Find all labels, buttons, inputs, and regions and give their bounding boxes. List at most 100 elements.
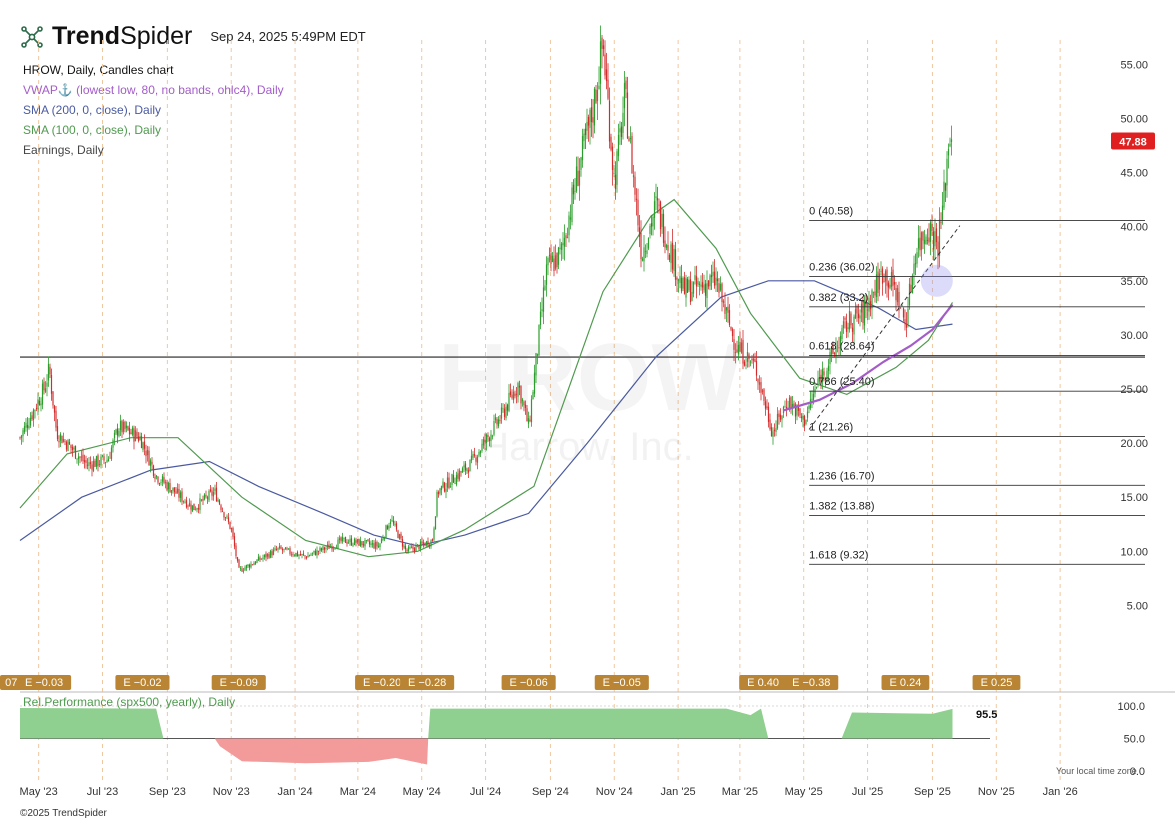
candle-body: [581, 136, 584, 161]
candle-body: [419, 541, 422, 549]
candle-body: [386, 525, 389, 530]
candle-body: [500, 407, 503, 419]
candle-body: [85, 460, 87, 464]
earnings-label: E −0.38: [792, 677, 830, 689]
candle-body: [626, 92, 629, 139]
candle-body: [719, 284, 722, 291]
candle-body: [445, 488, 447, 493]
timestamp: Sep 24, 2025 5:49PM EDT: [210, 29, 366, 44]
candle-body: [112, 440, 114, 448]
candle-body: [875, 274, 878, 297]
candle-body: [488, 437, 491, 442]
candle-body: [382, 538, 384, 541]
rel-tick-label: 0.0: [1130, 766, 1145, 778]
x-tick-label: May '24: [403, 786, 441, 798]
candle-body: [185, 500, 188, 508]
candle-body: [421, 541, 423, 544]
candle-body: [578, 170, 581, 186]
legend-sma200[interactable]: SMA (200, 0, close), Daily: [23, 103, 162, 117]
candle-body: [733, 339, 735, 350]
legend-earnings[interactable]: Earnings, Daily: [23, 143, 104, 157]
y-tick-label: 55.00: [1120, 59, 1148, 71]
fib-level-label: 0.618 (28.64): [809, 340, 874, 352]
candle-body: [698, 283, 701, 286]
candle-body: [427, 541, 429, 546]
candle-body: [269, 550, 272, 558]
candle-body: [466, 468, 468, 472]
candle-body: [568, 215, 570, 236]
candle-body: [181, 491, 183, 502]
candle-body: [671, 242, 674, 270]
candle-body: [230, 528, 233, 530]
candle-body: [361, 541, 363, 545]
candle-body: [437, 492, 440, 495]
candle-body: [653, 201, 656, 218]
candle-body: [515, 393, 518, 395]
candle-body: [197, 507, 200, 510]
candle-body: [253, 563, 255, 566]
candle-body: [160, 482, 162, 483]
candle-body: [113, 432, 116, 438]
candle-body: [769, 419, 771, 430]
candle-body: [613, 172, 615, 175]
candle-body: [134, 430, 137, 442]
candle-body: [127, 426, 129, 430]
candle-body: [436, 491, 438, 517]
candle-body: [301, 554, 303, 556]
candle-body: [745, 364, 747, 366]
candle-body: [535, 353, 537, 376]
candle-body: [394, 524, 396, 525]
candle-body: [569, 217, 572, 220]
candle-body: [307, 555, 309, 558]
candle-body: [433, 528, 435, 540]
candle-body: [706, 283, 708, 299]
candle-body: [247, 564, 249, 567]
candle-body: [665, 245, 668, 248]
trendline: [808, 225, 961, 430]
candle-body: [371, 543, 374, 545]
candle-body: [380, 539, 383, 544]
candle-body: [532, 392, 534, 400]
candle-body: [487, 435, 489, 438]
candle-body: [47, 363, 50, 381]
candle-body: [104, 462, 107, 464]
candle-body: [55, 410, 57, 428]
candle-body: [595, 89, 597, 103]
candle-body: [404, 546, 407, 550]
candle-body: [863, 302, 866, 326]
legend-sma100[interactable]: SMA (100, 0, close), Daily: [23, 123, 162, 137]
candle-body: [662, 213, 665, 243]
candle-body: [365, 540, 368, 541]
candle-body: [593, 88, 596, 126]
candle-body: [889, 284, 891, 289]
x-tick-label: Nov '23: [213, 786, 250, 798]
candle-body: [170, 490, 173, 494]
candle-body: [755, 361, 758, 376]
candle-body: [257, 556, 260, 561]
legend-vwap[interactable]: VWAP⚓ (lowest low, 80, no bands, ohlc4),…: [23, 83, 284, 97]
candle-body: [680, 277, 683, 292]
candle-body: [448, 477, 450, 489]
candle-body: [31, 415, 33, 420]
candle-body: [542, 287, 545, 312]
candle-body: [749, 361, 752, 363]
candle-body: [313, 550, 315, 553]
candle-body: [517, 383, 519, 397]
candle-body: [803, 415, 806, 426]
candle-body: [263, 554, 266, 558]
candle-body: [352, 544, 354, 546]
candle-body: [340, 537, 342, 542]
candle-body: [845, 321, 848, 332]
candle-body: [469, 459, 471, 472]
candle-body: [736, 349, 738, 353]
candle-body: [824, 377, 827, 379]
candle-body: [328, 544, 330, 549]
candle-body: [883, 281, 885, 282]
candle-body: [815, 386, 818, 389]
candle-body: [860, 303, 863, 313]
candle-body: [67, 440, 69, 452]
candle-body: [490, 434, 492, 441]
earnings-badge: [400, 675, 455, 690]
candle-body: [152, 465, 155, 476]
